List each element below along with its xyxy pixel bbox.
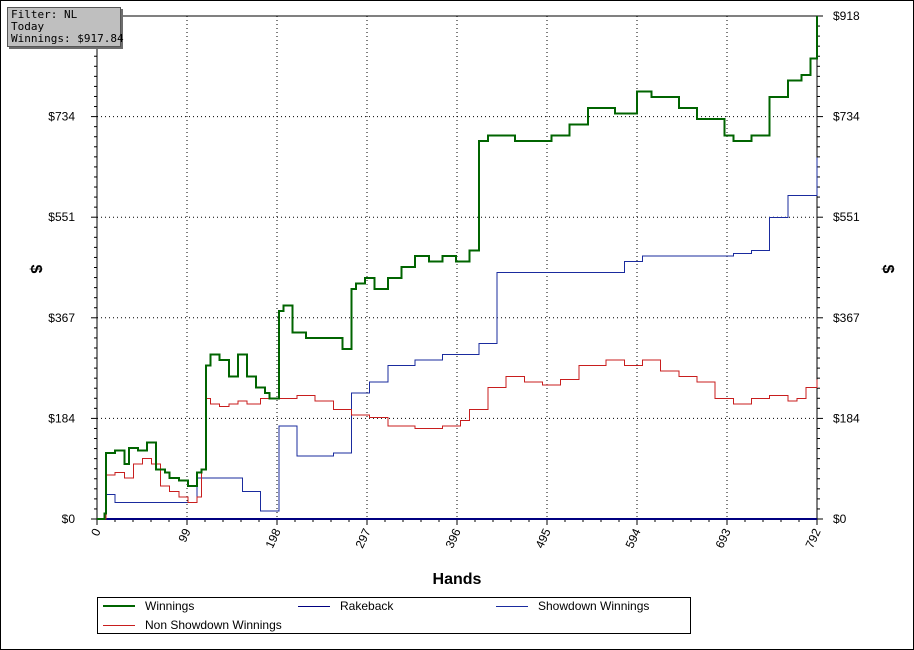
x-tick-label: 396 (443, 526, 464, 550)
series-layer (97, 16, 818, 520)
y-axis-right-tick-labels: $0 $184 $367 $551 $734 $918 (833, 9, 860, 526)
grid-lines (97, 16, 817, 519)
y-axis-right-title: $ (879, 265, 896, 274)
x-axis-tick-labels: 0 99 198 297 396 495 594 693 792 (88, 526, 824, 550)
y-tick-label-right: $0 (833, 512, 847, 526)
filter-info-box: Filter: NL Today Winnings: $917.84 (7, 7, 124, 47)
y-tick-label-left: $734 (48, 110, 75, 124)
legend-label-non-showdown: Non Showdown Winnings (145, 618, 282, 632)
plot-border (96, 15, 818, 520)
y-tick-label-right: $184 (833, 411, 860, 425)
legend-label-rakeback: Rakeback (340, 599, 394, 613)
legend-label-winnings: Winnings (145, 599, 195, 613)
x-tick-label: 198 (263, 526, 284, 550)
x-tick-label: 495 (533, 526, 554, 550)
legend-swatch-showdown (496, 605, 528, 607)
legend-swatch-non-showdown (103, 624, 135, 626)
legend-item-showdown[interactable]: Showdown Winnings (496, 598, 649, 614)
legend-swatch-winnings (103, 605, 135, 607)
y-axis-left-title: $ (27, 265, 44, 274)
x-tick-label: 99 (175, 526, 193, 544)
legend-label-showdown: Showdown Winnings (538, 599, 650, 613)
y-tick-label-left: $0 (62, 512, 76, 526)
x-tick-label: 792 (803, 526, 824, 550)
y-tick-label-right: $551 (833, 210, 860, 224)
x-tick-label: 594 (623, 526, 644, 550)
x-tick-label: 0 (88, 526, 104, 538)
y-tick-label-left: $367 (48, 311, 75, 325)
legend-swatch-rakeback (298, 605, 330, 607)
filter-label: Filter: NL (11, 8, 78, 21)
y-tick-label-left: $184 (48, 411, 75, 425)
series-non-showdown-winnings (97, 359, 818, 520)
x-tick-label: 297 (353, 526, 374, 550)
y-tick-label-right: $918 (833, 9, 860, 23)
y-tick-label-right: $734 (833, 110, 860, 124)
period-label: Today (11, 20, 45, 33)
total-winnings-label: Winnings: $917.84 (11, 32, 124, 45)
x-axis-title: Hands (433, 571, 482, 588)
x-tick-label: 693 (713, 526, 734, 550)
legend-item-non-showdown[interactable]: Non Showdown Winnings (103, 617, 282, 633)
y-axis-left-tick-labels: $0$184$367$551$734$918 (48, 9, 75, 526)
y-tick-label-left: $551 (48, 210, 75, 224)
legend-item-winnings[interactable]: Winnings (103, 598, 194, 614)
y-tick-label-right: $367 (833, 311, 860, 325)
chart-legend: Winnings Rakeback Showdown Winnings Non … (97, 597, 691, 634)
series-winnings (97, 16, 818, 520)
legend-item-rakeback[interactable]: Rakeback (298, 598, 393, 614)
